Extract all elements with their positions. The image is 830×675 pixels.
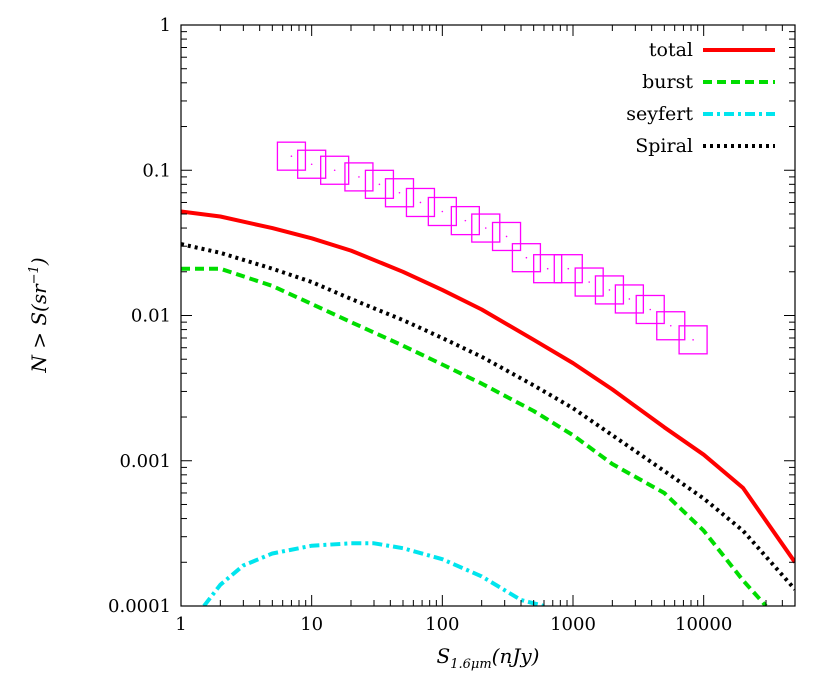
marker-square (574, 267, 604, 297)
x-axis-label: S1.6μm(nJy) (437, 644, 540, 672)
marker-square (594, 275, 625, 305)
marker-center-dot (588, 281, 590, 283)
marker-square (511, 243, 542, 273)
legend-label-spiral: Spiral (635, 135, 693, 157)
x-tick-label: 100 (425, 614, 459, 635)
x-tick-label: 10000 (675, 614, 732, 635)
marker-square (320, 155, 350, 185)
marker-center-dot (567, 267, 570, 270)
marker-center-dot (358, 176, 360, 178)
series-seyfert-line (202, 541, 545, 606)
marker-center-dot (649, 308, 652, 311)
marker-square (344, 162, 374, 192)
marker-center-dot (378, 183, 381, 186)
series-total-line (181, 209, 795, 564)
marker-square (384, 178, 415, 208)
series-burst-line (181, 266, 768, 606)
y-tick-label: 0.0001 (108, 596, 171, 617)
marker-center-dot (546, 267, 549, 270)
legend-label-burst: burst (642, 71, 693, 93)
series-spiral-line (181, 242, 795, 591)
marker-center-dot (464, 219, 467, 222)
marker-square (533, 254, 563, 284)
y-tick-label: 0.01 (131, 306, 171, 327)
marker-square (553, 254, 583, 284)
marker-center-dot (419, 201, 422, 204)
marker-center-dot (484, 227, 487, 229)
marker-center-dot (290, 155, 293, 157)
marker-square (405, 187, 436, 218)
marker-center-dot (310, 163, 313, 166)
x-tick-label: 1 (175, 614, 186, 635)
marker-square (635, 294, 665, 325)
y-tick-label: 0.001 (119, 451, 171, 472)
marker-square (427, 196, 457, 227)
marker-center-dot (669, 324, 672, 327)
marker-square (276, 141, 307, 171)
marker-square (614, 284, 645, 314)
x-tick-label: 10 (300, 614, 323, 635)
legend-label-seyfert: seyfert (626, 103, 693, 125)
legend: total burst seyfert Spiral (626, 39, 775, 157)
marker-square (491, 221, 522, 252)
marker-square (678, 325, 708, 355)
legend-label-total: total (649, 39, 693, 61)
marker-center-dot (628, 298, 631, 300)
marker-square (471, 213, 501, 243)
marker-center-dot (333, 169, 336, 172)
marker-square (364, 169, 395, 199)
marker-center-dot (692, 339, 694, 341)
x-tick-label: 1000 (550, 614, 596, 635)
marker-center-dot (608, 289, 611, 291)
marker-center-dot (505, 235, 508, 238)
y-axis-label: N > S(sr−1) (27, 257, 51, 373)
marker-center-dot (525, 256, 528, 259)
y-tick-label: 1 (160, 15, 171, 36)
marker-square (297, 149, 327, 179)
plot-frame (180, 24, 796, 607)
y-tick-label: 0.1 (142, 160, 171, 181)
marker-center-dot (441, 210, 444, 213)
marker-center-dot (398, 191, 401, 194)
marker-square (450, 205, 480, 236)
